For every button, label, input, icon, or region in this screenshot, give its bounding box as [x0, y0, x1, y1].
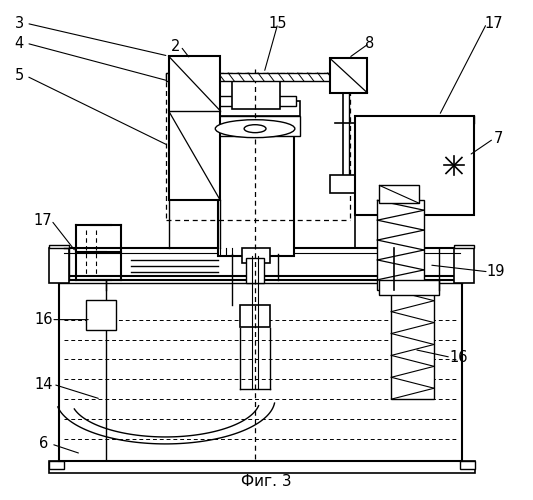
- Bar: [211, 101, 300, 116]
- Text: 4: 4: [15, 36, 24, 51]
- Bar: [377, 200, 424, 290]
- Bar: [59, 280, 462, 461]
- Text: 2: 2: [171, 38, 180, 54]
- Bar: [49, 245, 69, 248]
- Text: 16: 16: [450, 350, 468, 365]
- Bar: [49, 248, 69, 283]
- Bar: [329, 176, 389, 194]
- Text: 19: 19: [487, 264, 505, 280]
- Text: 3: 3: [15, 16, 24, 31]
- Bar: [246, 258, 264, 283]
- Bar: [454, 248, 474, 283]
- Bar: [64, 248, 460, 276]
- Bar: [219, 109, 294, 256]
- Bar: [454, 245, 474, 248]
- Text: 6: 6: [38, 436, 48, 452]
- Bar: [232, 81, 280, 109]
- Bar: [391, 290, 434, 399]
- Bar: [379, 280, 439, 294]
- Text: 14: 14: [34, 377, 52, 392]
- Text: 17: 17: [484, 16, 503, 31]
- Text: Фиг. 3: Фиг. 3: [241, 474, 292, 489]
- Bar: [240, 304, 270, 326]
- Bar: [242, 248, 270, 263]
- Bar: [460, 461, 475, 469]
- Bar: [49, 461, 64, 469]
- Bar: [166, 73, 350, 81]
- Bar: [211, 116, 300, 136]
- Ellipse shape: [244, 124, 266, 132]
- Text: 15: 15: [269, 16, 287, 31]
- Bar: [379, 186, 419, 204]
- Bar: [168, 56, 220, 201]
- Bar: [214, 96, 296, 106]
- Bar: [354, 116, 474, 215]
- Text: 8: 8: [365, 36, 374, 51]
- Bar: [86, 300, 116, 330]
- Text: 5: 5: [15, 68, 24, 84]
- Bar: [49, 461, 475, 473]
- Text: 17: 17: [34, 212, 53, 228]
- Text: 16: 16: [34, 312, 52, 327]
- Ellipse shape: [215, 120, 295, 138]
- Bar: [329, 58, 367, 93]
- Text: 7: 7: [494, 131, 503, 146]
